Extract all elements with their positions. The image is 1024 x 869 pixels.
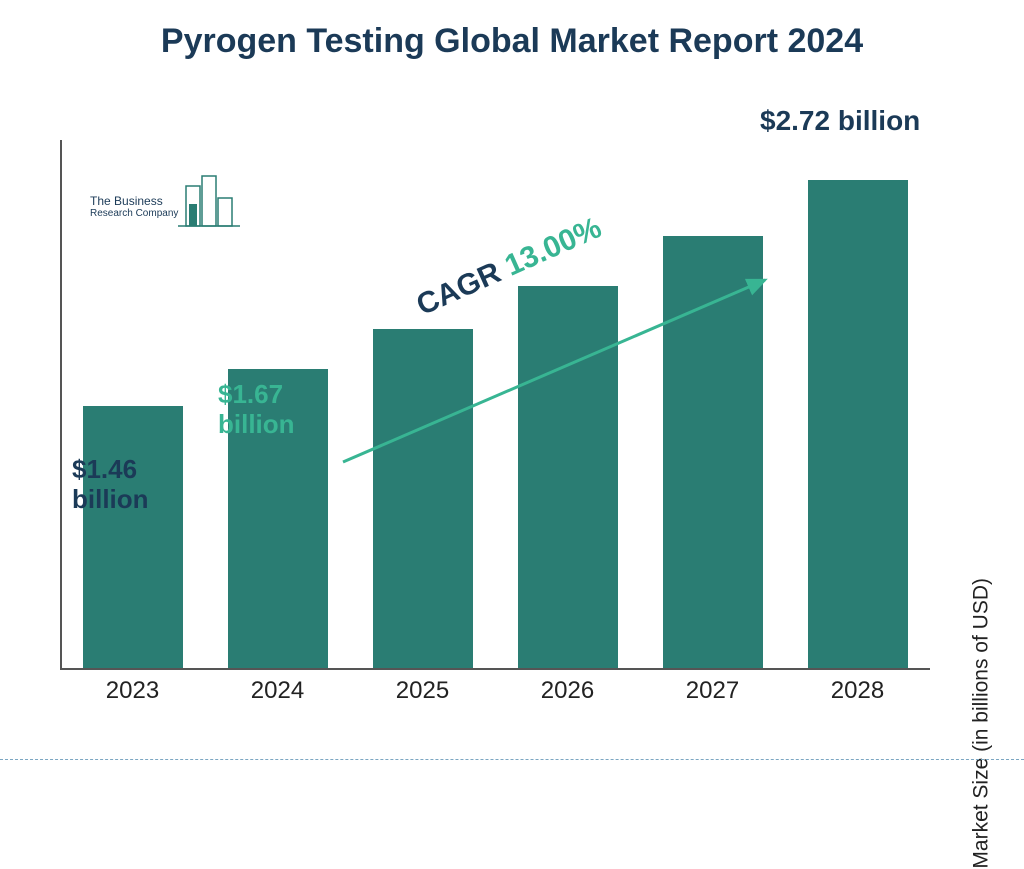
chart-area: 202320242025202620272028 CAGR 13.00% [60, 140, 930, 700]
x-axis [60, 668, 930, 670]
bar-2028 [808, 180, 908, 668]
y-axis-label: Market Size (in billions of USD) [970, 578, 994, 869]
xlabel-2025: 2025 [363, 677, 483, 705]
bar-wrap [73, 406, 193, 668]
callout-2023: $1.46 billion [72, 455, 149, 515]
callout-2024-l1: $1.67 [218, 380, 295, 410]
callout-2028: $2.72 billion [760, 105, 920, 137]
footer-divider [0, 759, 1024, 760]
bar-2023 [83, 406, 183, 668]
bar-wrap [798, 180, 918, 668]
xlabel-2026: 2026 [508, 677, 628, 705]
chart-title: Pyrogen Testing Global Market Report 202… [0, 22, 1024, 61]
cagr-arrow [335, 270, 775, 470]
x-labels: 2023 2024 2025 2026 2027 2028 [60, 677, 930, 705]
callout-2024: $1.67 billion [218, 380, 295, 440]
xlabel-2027: 2027 [653, 677, 773, 705]
xlabel-2028: 2028 [798, 677, 918, 705]
xlabel-2023: 2023 [73, 677, 193, 705]
callout-2024-l2: billion [218, 410, 295, 440]
xlabel-2024: 2024 [218, 677, 338, 705]
callout-2023-l2: billion [72, 485, 149, 515]
callout-2023-l1: $1.46 [72, 455, 149, 485]
